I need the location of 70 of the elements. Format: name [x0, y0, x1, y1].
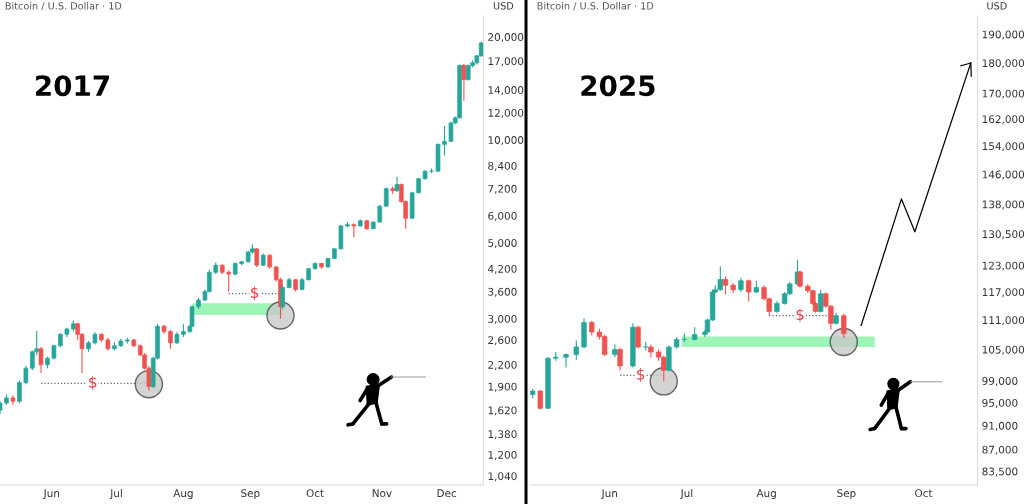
- y-tick-label: 20,000: [488, 33, 524, 43]
- y-tick-label: 2,600: [488, 336, 517, 346]
- x-tick-label: Jun: [43, 489, 60, 500]
- y-tick-label: 105,000: [982, 345, 1024, 355]
- y-tick-label: 4,200: [488, 264, 517, 274]
- y-tick-label: 8,400: [488, 161, 517, 171]
- annotation: $: [637, 368, 645, 382]
- chart-title: Bitcoin / U.S. Dollar · 1D: [537, 2, 654, 11]
- y-axis-title: USD: [493, 2, 514, 10]
- y-tick-label: 1,040: [488, 472, 517, 482]
- y-tick-label: 190,000: [982, 30, 1024, 40]
- y-tick-label: 1,380: [488, 430, 517, 440]
- y-tick-label: 12,000: [488, 108, 524, 118]
- candlestick: [351, 222, 357, 238]
- y-tick-label: 1,620: [488, 406, 517, 416]
- y-tick-label: 170,000: [982, 89, 1024, 99]
- y-tick-label: 95,000: [982, 398, 1018, 408]
- x-tick-label: Jul: [680, 489, 693, 500]
- y-tick-label: 111,000: [982, 316, 1024, 326]
- y-tick-label: 87,000: [982, 445, 1018, 455]
- y-tick-label: 117,000: [982, 288, 1024, 298]
- y-tick-label: 123,000: [982, 261, 1024, 271]
- y-tick-label: 91,000: [982, 421, 1018, 431]
- y-tick-label: 138,000: [982, 200, 1024, 210]
- x-tick-label: Aug: [173, 489, 193, 500]
- y-tick-label: 162,000: [982, 115, 1024, 125]
- y-tick-label: 5,000: [488, 239, 517, 248]
- candlestick: [635, 325, 641, 350]
- y-tick-label: 3,000: [488, 314, 517, 324]
- annotation: $: [89, 376, 97, 390]
- candlestick: [745, 278, 752, 302]
- candlestick: [254, 247, 260, 268]
- y-tick-label: 154,000: [982, 142, 1024, 152]
- y-tick-label: 14,000: [488, 86, 524, 96]
- x-tick-label: Aug: [756, 489, 776, 500]
- y-tick-label: 3,600: [488, 287, 517, 297]
- annotation: 2025: [581, 75, 655, 97]
- y-tick-label: 1,900: [488, 382, 517, 392]
- x-tick-label: Sep: [241, 489, 260, 500]
- candlestick: [563, 353, 569, 369]
- x-tick-label: Dec: [437, 489, 457, 498]
- x-tick-label: Jun: [601, 489, 617, 500]
- candlestick: [617, 347, 623, 371]
- candlestick: [666, 344, 672, 372]
- candlestick: [573, 339, 579, 361]
- y-tick-label: 99,000: [982, 377, 1018, 386]
- y-tick-label: 146,000: [982, 170, 1024, 180]
- chart-title: Bitcoin / U.S. Dollar · 1D: [5, 2, 122, 11]
- y-tick-label: 17,000: [488, 57, 524, 67]
- candlestick: [612, 343, 618, 358]
- y-tick-label: 180,000: [982, 59, 1024, 69]
- annotation: 2017: [36, 75, 109, 97]
- candlestick: [38, 346, 44, 374]
- x-tick-label: Sep: [837, 489, 856, 500]
- y-tick-label: 2,200: [488, 360, 517, 370]
- candlestick: [10, 394, 16, 406]
- y-tick-label: 10,000: [488, 136, 524, 146]
- y-axis-title: USD: [987, 2, 1007, 10]
- x-tick-label: Jul: [109, 489, 122, 500]
- annotation: $: [796, 308, 804, 323]
- x-tick-label: Oct: [306, 489, 324, 498]
- y-tick-label: 6,000: [488, 211, 517, 221]
- y-tick-label: 7,200: [488, 184, 517, 194]
- annotation: $: [251, 286, 259, 301]
- x-tick-label: Oct: [915, 489, 933, 498]
- candlestick: [841, 313, 847, 339]
- x-tick-label: Nov: [372, 489, 392, 498]
- y-tick-label: 130,500: [982, 230, 1024, 240]
- y-tick-label: 83,500: [982, 467, 1018, 477]
- y-tick-label: 1,200: [488, 450, 517, 460]
